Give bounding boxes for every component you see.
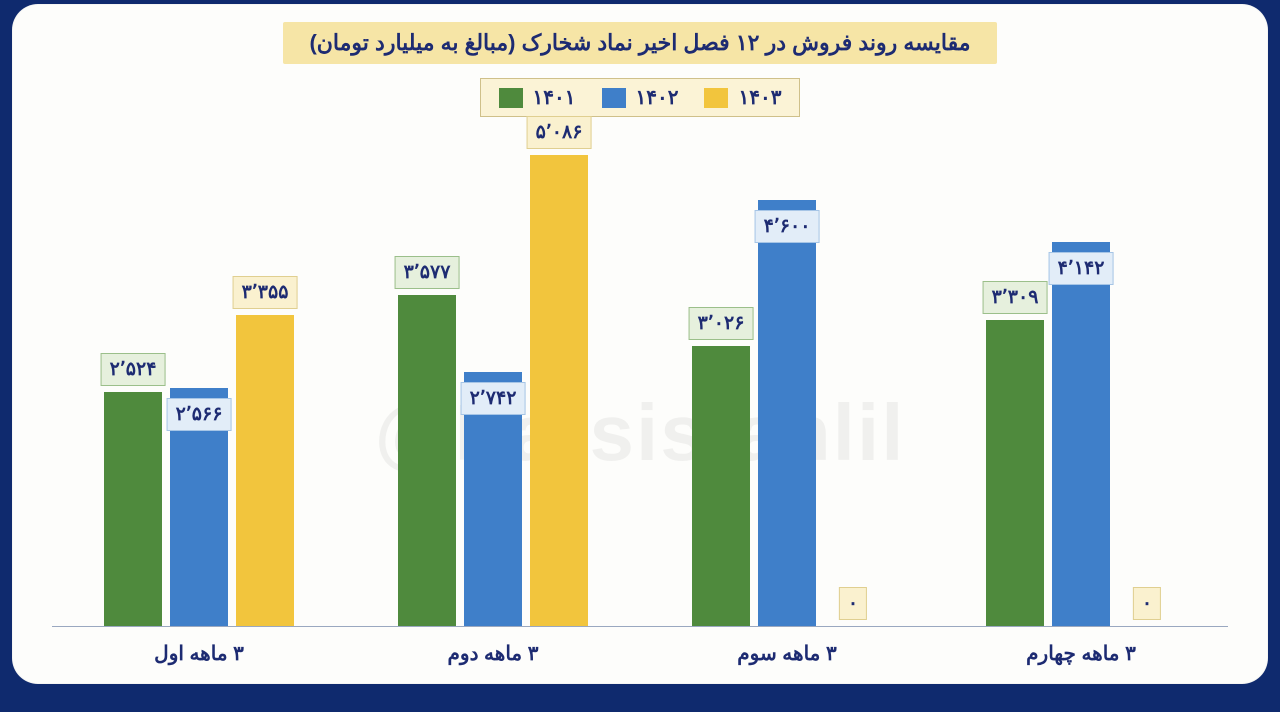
legend-item-2: ۱۴۰۳ <box>704 85 781 110</box>
bar-value-label: ۵٬۰۸۶ <box>527 116 592 149</box>
bar-series-1: ۴٬۶۰۰ <box>758 200 816 626</box>
bar-series-2: ۰ <box>1118 576 1176 626</box>
bar-group: ۲٬۵۲۴۲٬۵۶۶۳٬۳۵۵ <box>52 127 346 626</box>
legend: ۱۴۰۱ ۱۴۰۲ ۱۴۰۳ <box>480 78 801 117</box>
x-axis-label: ۳ ماهه اول <box>52 641 346 666</box>
bar-value-label: ۲٬۷۴۲ <box>461 382 526 415</box>
legend-item-0: ۱۴۰۱ <box>499 85 576 110</box>
bar-value-label: ۳٬۳۵۵ <box>233 276 298 309</box>
bar-series-2: ۵٬۰۸۶ <box>530 155 588 626</box>
legend-item-1: ۱۴۰۲ <box>602 85 679 110</box>
bar-value-label: ۳٬۳۰۹ <box>983 281 1048 314</box>
bar-series-1: ۲٬۵۶۶ <box>170 388 228 626</box>
legend-label-1: ۱۴۰۲ <box>636 85 679 110</box>
legend-swatch-0 <box>499 88 523 108</box>
bar-groups: ۲٬۵۲۴۲٬۵۶۶۳٬۳۵۵۳٬۵۷۷۲٬۷۴۲۵٬۰۸۶۳٬۰۲۶۴٬۶۰۰… <box>52 127 1228 626</box>
bar-group: ۳٬۰۲۶۴٬۶۰۰۰ <box>640 127 934 626</box>
bar-series-2: ۰ <box>824 576 882 626</box>
bar-value-label: ۰ <box>839 587 867 620</box>
bar-series-1: ۴٬۱۴۲ <box>1052 242 1110 626</box>
x-axis-label: ۳ ماهه چهارم <box>934 641 1228 666</box>
bar-series-0: ۳٬۰۲۶ <box>692 346 750 626</box>
bar-value-label: ۴٬۱۴۲ <box>1049 252 1114 285</box>
bar-series-0: ۲٬۵۲۴ <box>104 392 162 626</box>
bar-series-0: ۳٬۳۰۹ <box>986 320 1044 626</box>
bar-value-label: ۲٬۵۲۴ <box>101 353 166 386</box>
bar-group: ۳٬۳۰۹۴٬۱۴۲۰ <box>934 127 1228 626</box>
legend-label-0: ۱۴۰۱ <box>533 85 576 110</box>
plot-area: @Parsistahlil ۲٬۵۲۴۲٬۵۶۶۳٬۳۵۵۳٬۵۷۷۲٬۷۴۲۵… <box>52 127 1228 627</box>
bar-series-1: ۲٬۷۴۲ <box>464 372 522 626</box>
bar-value-label: ۳٬۰۲۶ <box>689 307 754 340</box>
legend-label-2: ۱۴۰۳ <box>738 85 781 110</box>
bar-group: ۳٬۵۷۷۲٬۷۴۲۵٬۰۸۶ <box>346 127 640 626</box>
bar-value-label: ۲٬۵۶۶ <box>167 398 232 431</box>
bar-value-label: ۳٬۵۷۷ <box>395 256 460 289</box>
bar-value-label: ۴٬۶۰۰ <box>755 210 820 243</box>
legend-swatch-2 <box>704 88 728 108</box>
x-axis: ۳ ماهه اول۳ ماهه دوم۳ ماهه سوم۳ ماهه چها… <box>52 641 1228 666</box>
chart-title: مقایسه روند فروش در ۱۲ فصل اخیر نماد شخا… <box>283 22 996 64</box>
legend-swatch-1 <box>602 88 626 108</box>
chart-card: مقایسه روند فروش در ۱۲ فصل اخیر نماد شخا… <box>12 4 1268 684</box>
bar-series-0: ۳٬۵۷۷ <box>398 295 456 626</box>
x-axis-label: ۳ ماهه سوم <box>640 641 934 666</box>
bar-series-2: ۳٬۳۵۵ <box>236 315 294 626</box>
x-axis-label: ۳ ماهه دوم <box>346 641 640 666</box>
bar-value-label: ۰ <box>1133 587 1161 620</box>
